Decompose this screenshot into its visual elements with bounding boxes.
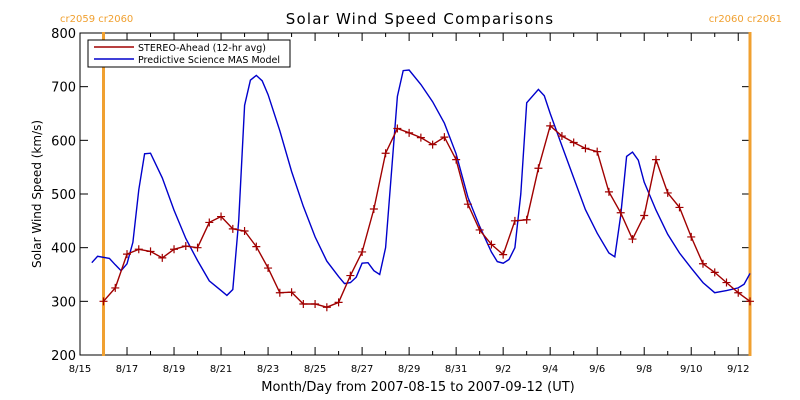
data-point-marker (134, 245, 143, 254)
data-point-marker (651, 155, 660, 164)
data-point-marker (369, 205, 378, 214)
data-point-marker (440, 133, 449, 142)
chart-title: Solar Wind Speed Comparisons (286, 10, 554, 28)
carrington-marker-label: cr2060 cr2061 (709, 14, 782, 25)
data-point-marker (475, 225, 484, 234)
x-tick-label: 8/29 (398, 364, 420, 375)
data-point-marker (228, 224, 237, 233)
carrington-marker-label: cr2059 cr2060 (60, 14, 133, 25)
x-tick-label: 9/2 (495, 364, 511, 375)
y-tick-label: 200 (51, 349, 76, 364)
data-point-marker (463, 200, 472, 209)
data-point-marker (334, 298, 343, 307)
plot-layer: 200 300 400 500 600 700 800 8/15 8/17 8/19 8/21 8/2… (51, 14, 782, 375)
y-tick-label: 400 (51, 242, 76, 257)
data-point-marker (322, 303, 331, 312)
data-point-marker (569, 138, 578, 147)
data-point-marker (710, 268, 719, 277)
series-line-stereo-ahead (102, 124, 751, 308)
x-tick-label: 9/8 (636, 364, 652, 375)
data-point-marker (158, 253, 167, 262)
data-point-marker (346, 271, 355, 280)
data-point-marker (546, 121, 555, 130)
x-tick-label: 8/15 (69, 364, 91, 375)
data-point-marker (405, 128, 414, 137)
x-tick-label: 8/19 (163, 364, 185, 375)
y-tick-label: 600 (51, 134, 76, 149)
x-axis-label: Month/Day from 2007-08-15 to 2007-09-12 … (261, 380, 574, 395)
x-tick-label: 9/12 (727, 364, 749, 375)
y-axis-label: Solar Wind Speed (km/s) (30, 120, 44, 268)
data-point-marker (604, 187, 613, 196)
data-point-marker (522, 215, 531, 224)
data-point-marker (663, 188, 672, 197)
x-tick-label: 9/6 (589, 364, 605, 375)
x-tick-label: 9/4 (542, 364, 558, 375)
x-tick-label: 8/23 (257, 364, 279, 375)
data-point-marker (628, 235, 637, 244)
legend-entry: STEREO-Ahead (12-hr avg) (138, 43, 266, 54)
y-tick-label: 700 (51, 81, 76, 96)
data-point-marker (452, 155, 461, 164)
data-point-marker (170, 245, 179, 254)
data-point-marker (640, 211, 649, 220)
data-point-marker (698, 259, 707, 268)
data-point-marker (510, 216, 519, 225)
data-point-marker (99, 297, 108, 306)
data-point-marker (616, 208, 625, 217)
data-point-marker (275, 288, 284, 297)
data-point-marker (581, 144, 590, 153)
data-point-marker (381, 149, 390, 158)
x-tick-label: 9/10 (680, 364, 702, 375)
data-point-marker (534, 164, 543, 173)
data-point-marker (687, 232, 696, 241)
data-point-marker (299, 300, 308, 309)
data-point-marker (487, 240, 496, 249)
data-point-marker (252, 242, 261, 251)
data-point-marker (393, 124, 402, 133)
x-tick-label: 8/17 (116, 364, 138, 375)
y-tick-label: 800 (51, 27, 76, 42)
data-point-marker (123, 250, 132, 259)
data-point-marker (734, 288, 743, 297)
data-point-marker (181, 242, 190, 251)
data-point-marker (217, 212, 226, 221)
data-point-marker (358, 247, 367, 256)
data-point-marker (193, 243, 202, 252)
data-point-marker (311, 300, 320, 309)
data-point-marker (722, 278, 731, 287)
data-point-marker (416, 133, 425, 142)
data-point-marker (675, 203, 684, 212)
legend-entry: Predictive Science MAS Model (138, 55, 280, 66)
x-tick-label: 8/21 (210, 364, 232, 375)
data-point-marker (499, 250, 508, 259)
data-point-marker (146, 247, 155, 256)
x-tick-label: 8/25 (304, 364, 326, 375)
data-point-marker (111, 283, 120, 292)
x-tick-label: 8/31 (445, 364, 467, 375)
y-tick-label: 300 (51, 295, 76, 310)
x-tick-label: 8/27 (351, 364, 373, 375)
data-point-marker (593, 147, 602, 156)
series-line-mas-model (91, 69, 751, 297)
data-point-marker (264, 264, 273, 273)
data-point-marker (205, 218, 214, 227)
y-tick-label: 500 (51, 188, 76, 203)
data-point-marker (746, 297, 754, 306)
data-point-marker (287, 288, 296, 297)
data-point-marker (557, 132, 566, 141)
data-point-marker (240, 227, 249, 236)
legend-box (87, 39, 291, 68)
data-point-marker (428, 140, 437, 149)
